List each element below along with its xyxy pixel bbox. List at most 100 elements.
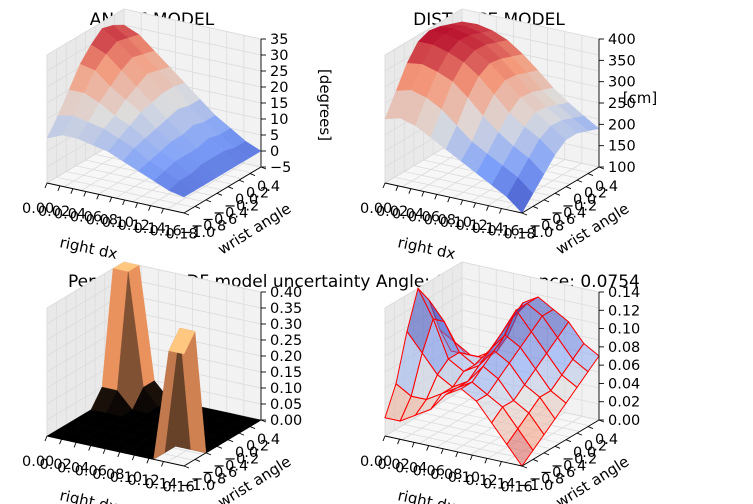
y-tick-label: 0.0 bbox=[235, 445, 258, 461]
z-tick-label: 0.30 bbox=[270, 317, 302, 333]
z-tick-label: 0.08 bbox=[608, 340, 640, 356]
x-tick-label: 0.00 bbox=[360, 454, 392, 470]
x-tick-label: 0.16 bbox=[162, 480, 194, 496]
x-tick bbox=[408, 188, 412, 194]
x-tick-label: 0.04 bbox=[57, 460, 89, 476]
x-tick bbox=[426, 445, 430, 451]
x-tick-label: 0.16 bbox=[500, 480, 532, 496]
y-tick bbox=[183, 465, 190, 469]
z-tick-label: 10 bbox=[270, 112, 288, 128]
z-tick-label: 35 bbox=[270, 32, 288, 48]
x-tick bbox=[395, 185, 399, 192]
x-tick bbox=[484, 458, 488, 464]
y-tick-label: −0.4 bbox=[213, 458, 248, 474]
x-tick bbox=[131, 454, 135, 461]
z-tick-label: 0.20 bbox=[270, 349, 302, 365]
x-tick-label: 0.08 bbox=[86, 212, 118, 228]
x-tick-label: 0.10 bbox=[440, 215, 472, 231]
x-tick bbox=[499, 461, 502, 467]
x-tick bbox=[102, 448, 106, 454]
x-tick-label: 0.10 bbox=[102, 215, 134, 231]
z-tick-label: 25 bbox=[270, 64, 288, 80]
z-axis-label: [cm] bbox=[623, 89, 658, 107]
x-tick-label: 0.12 bbox=[118, 218, 150, 234]
y-tick-label: −1.0 bbox=[180, 225, 215, 241]
z-tick-label: −5 bbox=[270, 160, 291, 176]
x-tick-label: 0.06 bbox=[75, 464, 107, 480]
y-tick-label: 0.2 bbox=[246, 186, 269, 202]
distance-model-plot: 0.000.020.040.060.080.100.120.140.160.18… bbox=[360, 8, 658, 263]
z-tick-label: 0.04 bbox=[608, 376, 640, 392]
z-tick-label: 0.14 bbox=[608, 285, 640, 301]
y-tick bbox=[521, 465, 528, 469]
x-tick-label: 0.12 bbox=[465, 473, 497, 489]
x-tick bbox=[73, 442, 77, 448]
z-tick-label: 350 bbox=[608, 53, 636, 69]
x-axis-label: right dx bbox=[58, 233, 119, 263]
y-tick-label: −0.2 bbox=[562, 199, 597, 215]
y-tick bbox=[565, 186, 572, 190]
surface bbox=[46, 261, 262, 460]
z-tick-label: 150 bbox=[608, 139, 636, 155]
y-tick-label: 0.0 bbox=[573, 192, 596, 208]
x-tick-label: 0.04 bbox=[392, 207, 424, 223]
y-tick-label: −0.8 bbox=[191, 471, 226, 487]
x-tick-label: 0.06 bbox=[408, 210, 440, 226]
y-tick bbox=[532, 459, 539, 462]
penalisation-pdf-plot: 0.000.020.040.060.080.100.120.140.16−1.0… bbox=[22, 261, 302, 504]
x-tick bbox=[96, 194, 100, 200]
x-tick-label: 0.02 bbox=[376, 204, 408, 220]
z-axis-label: [degrees] bbox=[316, 69, 334, 141]
surface-cell bbox=[168, 327, 196, 355]
x-tick bbox=[469, 454, 473, 461]
z-tick-label: 0.02 bbox=[608, 395, 640, 411]
y-tick-label: 0.2 bbox=[584, 186, 607, 202]
z-tick-label: 0.40 bbox=[270, 285, 302, 301]
z-tick-label: 100 bbox=[608, 160, 636, 176]
y-tick-label: −0.4 bbox=[213, 205, 248, 221]
x-tick bbox=[455, 451, 459, 458]
x-tick bbox=[434, 194, 438, 200]
x-tick bbox=[161, 208, 164, 214]
y-tick-label: −1.0 bbox=[180, 478, 215, 494]
y-tick-label: 0.2 bbox=[246, 439, 269, 455]
y-tick-label: 0.4 bbox=[595, 179, 618, 195]
x-tick bbox=[44, 182, 48, 189]
y-tick bbox=[532, 206, 539, 209]
y-tick-label: −0.8 bbox=[529, 471, 564, 487]
x-tick bbox=[146, 458, 150, 464]
x-tick-label: 0.14 bbox=[145, 476, 177, 492]
x-tick-label: 0.10 bbox=[448, 470, 480, 486]
z-tick-label: 200 bbox=[608, 117, 636, 133]
x-tick bbox=[59, 439, 62, 445]
x-tick-label: 0.18 bbox=[165, 227, 197, 243]
z-tick-label: 5 bbox=[270, 128, 279, 144]
y-tick-label: −0.8 bbox=[529, 218, 564, 234]
y-tick bbox=[565, 439, 572, 443]
y-tick bbox=[587, 426, 594, 429]
x-tick bbox=[57, 185, 61, 192]
y-tick-label: −0.8 bbox=[191, 218, 226, 234]
y-tick bbox=[216, 445, 223, 449]
x-tick bbox=[411, 442, 415, 448]
x-tick-label: 0.18 bbox=[503, 227, 535, 243]
y-tick bbox=[554, 445, 561, 449]
y-tick bbox=[521, 212, 528, 216]
x-tick-label: 0.12 bbox=[456, 218, 488, 234]
y-tick-label: 0.2 bbox=[584, 439, 607, 455]
surface-cell bbox=[506, 177, 534, 214]
x-tick bbox=[117, 451, 121, 458]
y-tick-label: −0.2 bbox=[562, 452, 597, 468]
z-tick-label: 400 bbox=[608, 32, 636, 48]
surface-cell bbox=[168, 180, 196, 198]
y-tick bbox=[238, 432, 245, 436]
y-tick-label: 0.0 bbox=[573, 445, 596, 461]
z-tick-label: 0.10 bbox=[608, 322, 640, 338]
x-tick-label: 0.14 bbox=[134, 221, 166, 237]
y-tick bbox=[216, 192, 223, 196]
x-tick bbox=[88, 445, 92, 451]
x-tick bbox=[70, 188, 74, 194]
x-tick-label: 0.00 bbox=[360, 201, 392, 217]
y-tick-label: −0.6 bbox=[202, 212, 237, 228]
x-tick bbox=[382, 182, 386, 189]
